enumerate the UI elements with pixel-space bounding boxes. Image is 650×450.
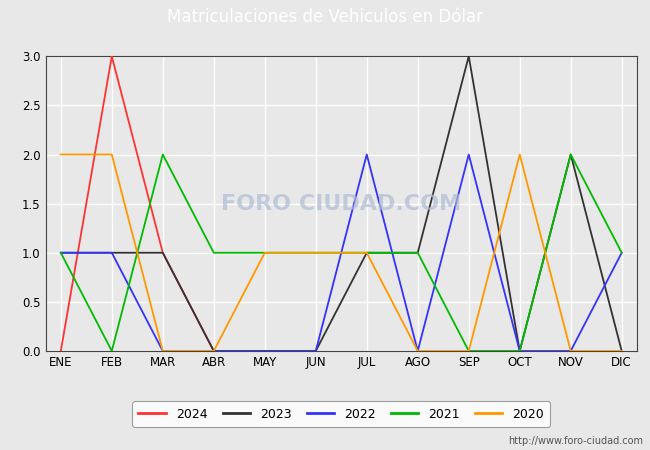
Text: FORO CIUDAD.COM: FORO CIUDAD.COM [221, 194, 462, 214]
Text: http://www.foro-ciudad.com: http://www.foro-ciudad.com [508, 436, 644, 446]
Legend: 2024, 2023, 2022, 2021, 2020: 2024, 2023, 2022, 2021, 2020 [132, 401, 551, 427]
Text: Matriculaciones de Vehiculos en Dólar: Matriculaciones de Vehiculos en Dólar [167, 8, 483, 26]
